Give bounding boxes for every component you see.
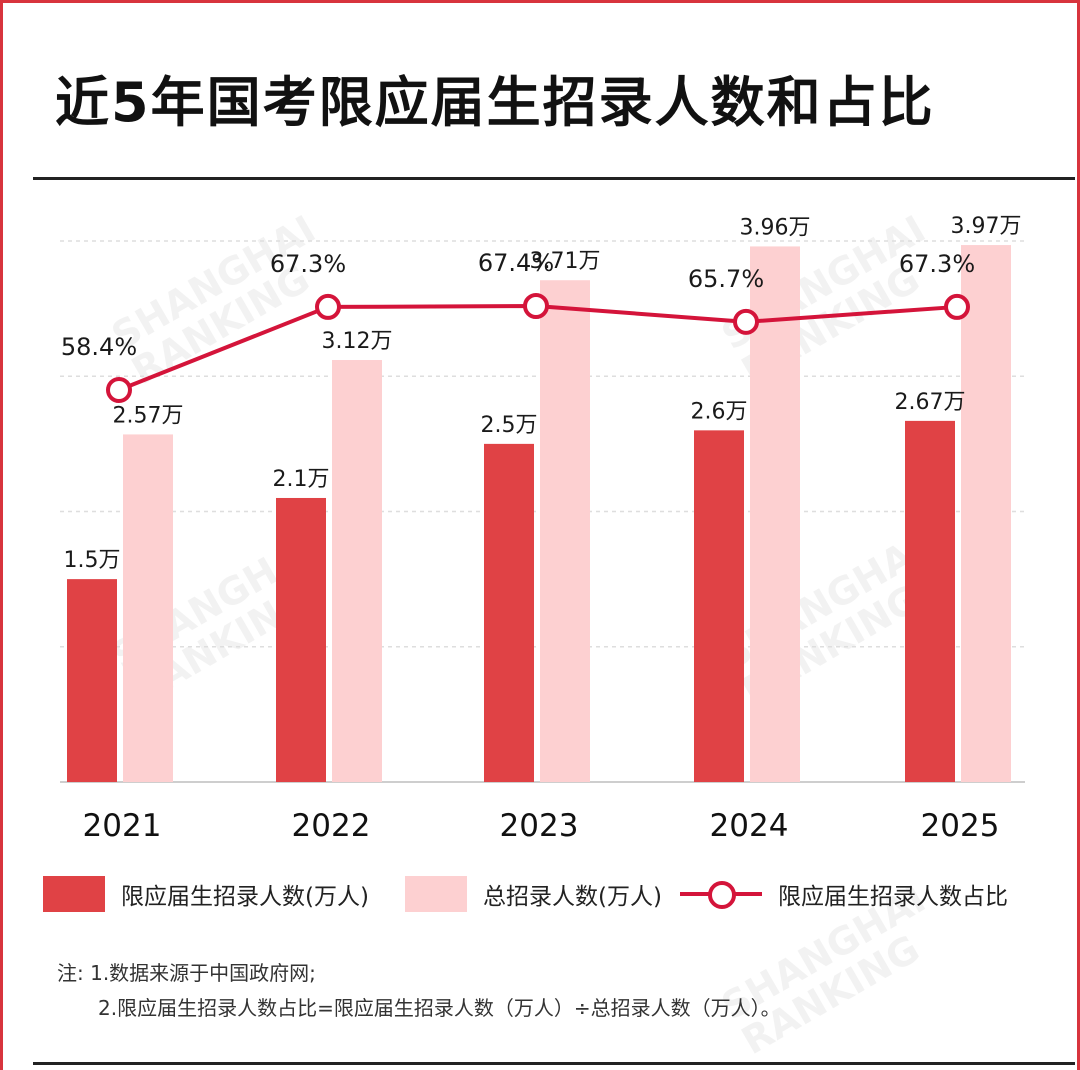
data-label-total: 3.97万	[951, 214, 1022, 239]
data-label-total: 3.96万	[740, 215, 811, 240]
data-label-total: 2.57万	[113, 403, 184, 428]
legend-item-fresh: 限应届生招录人数(万人)	[43, 872, 369, 916]
data-label-fresh: 2.5万	[481, 413, 538, 438]
bar-fresh	[67, 579, 117, 782]
bar-fresh	[484, 443, 534, 782]
legend-item-total: 总招录人数(万人)	[405, 872, 662, 916]
legend: 限应届生招录人数(万人) 总招录人数(万人) 限应届生招录人数占比	[0, 872, 1080, 916]
ratio-label: 65.7%	[688, 265, 764, 293]
x-tick-label: 2021	[83, 808, 162, 844]
legend-item-ratio: 限应届生招录人数占比	[680, 872, 1008, 916]
bar-fresh	[276, 497, 326, 782]
bar-total	[123, 434, 173, 782]
x-tick-label: 2023	[500, 808, 579, 844]
data-label-total: 3.12万	[322, 329, 393, 354]
ratio-point	[523, 293, 549, 319]
legend-swatch-fresh	[43, 876, 105, 912]
data-label-fresh: 1.5万	[64, 548, 121, 573]
ratio-point	[944, 293, 970, 320]
page-title: 近5年国考限应届生招录人数和占比	[55, 71, 935, 134]
data-label-fresh: 2.1万	[273, 467, 330, 492]
x-tick-label: 2025	[921, 808, 1000, 844]
x-tick-label: 2024	[710, 808, 789, 844]
note-line-2: 2.限应届生招录人数占比=限应届生招录人数（万人）÷总招录人数（万人）。	[98, 996, 781, 1020]
bar-fresh	[905, 420, 955, 782]
bar-total	[961, 245, 1011, 782]
legend-label-ratio: 限应届生招录人数占比	[778, 884, 1008, 910]
legend-label-total: 总招录人数(万人)	[483, 884, 662, 910]
bottom-divider	[33, 1062, 1075, 1065]
note-line-1: 注: 1.数据来源于中国政府网;	[57, 961, 316, 985]
legend-swatch-ratio	[680, 876, 762, 912]
ratio-label: 67.4%	[478, 249, 554, 277]
ratio-label: 58.4%	[61, 333, 137, 361]
bar-total	[540, 280, 590, 782]
ratio-point	[106, 377, 132, 403]
x-tick-label: 2022	[292, 808, 371, 844]
bar-fresh	[694, 430, 744, 782]
ratio-label: 67.3%	[270, 250, 346, 278]
ratio-point	[733, 308, 759, 335]
ratio-label: 67.3%	[899, 250, 975, 278]
legend-label-fresh: 限应届生招录人数(万人)	[121, 884, 369, 910]
legend-swatch-total	[405, 876, 467, 912]
ratio-point	[315, 293, 341, 320]
bar-total	[332, 360, 382, 782]
data-label-fresh: 2.6万	[691, 399, 748, 424]
data-label-fresh: 2.67万	[895, 390, 966, 415]
data-label-total: 3.71万	[530, 249, 601, 274]
top-divider	[33, 177, 1075, 180]
bar-total	[750, 246, 800, 782]
